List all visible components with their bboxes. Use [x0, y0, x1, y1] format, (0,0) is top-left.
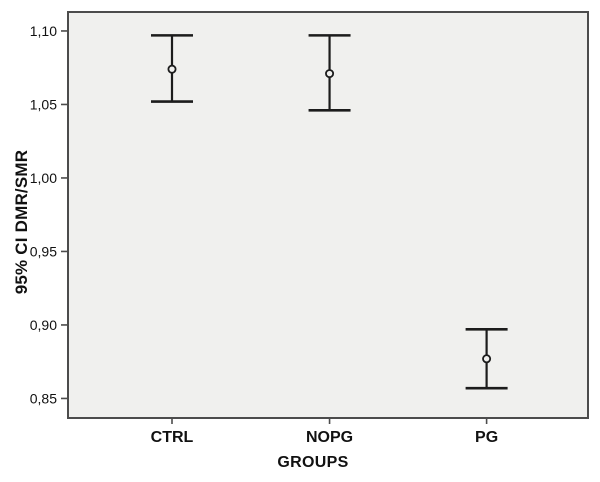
x-category-label: CTRL [151, 429, 194, 446]
y-axis-title: 95% CI DMR/SMR [12, 149, 31, 295]
y-tick-label: 0,90 [30, 317, 57, 333]
y-tick-label: 1,05 [30, 96, 57, 112]
plot-area [67, 11, 589, 419]
x-axis-title: GROUPS [277, 454, 349, 471]
y-tick-label: 0,85 [30, 390, 57, 406]
y-tick-label: 1,10 [30, 23, 57, 39]
y-tick-label: 0,95 [30, 243, 57, 259]
y-tick-label: 1,00 [30, 170, 57, 186]
x-category-label: PG [475, 429, 498, 446]
mean-marker-ctrl [167, 64, 177, 74]
x-category-label: NOPG [306, 429, 353, 446]
mean-marker-pg [482, 354, 492, 364]
mean-marker-nopg [325, 69, 335, 79]
